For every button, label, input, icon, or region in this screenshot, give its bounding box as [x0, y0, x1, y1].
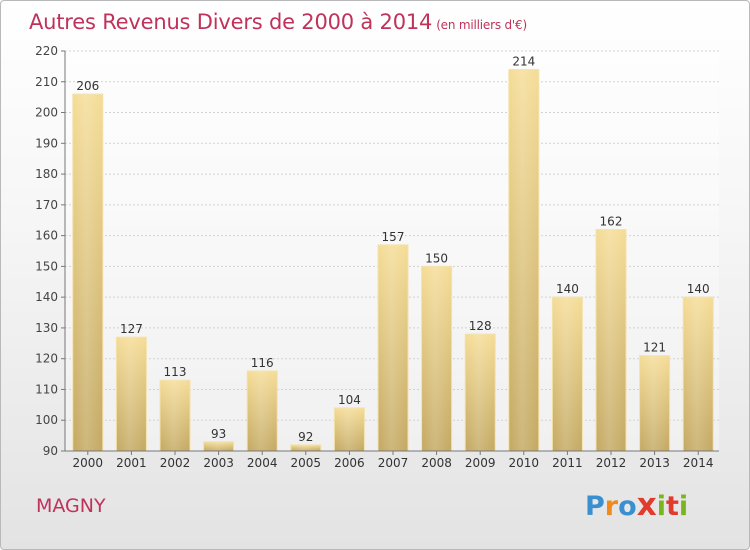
y-tick-label: 200 — [35, 106, 58, 120]
chart-subtitle: (en milliers d'€) — [436, 18, 527, 32]
location-label: MAGNY — [36, 495, 106, 517]
x-tick-label: 2011 — [552, 456, 583, 470]
bar-sheen — [596, 229, 626, 451]
data-label: 104 — [338, 393, 361, 407]
bar-sheen — [160, 380, 190, 451]
y-tick-label: 100 — [35, 413, 58, 427]
bar-sheen — [508, 69, 539, 451]
x-tick-label: 2003 — [203, 456, 234, 470]
bar-sheen — [552, 297, 583, 451]
data-label: 162 — [600, 214, 623, 228]
bar-sheen — [465, 334, 496, 451]
y-tick-label: 220 — [35, 44, 58, 58]
data-label: 214 — [512, 54, 535, 68]
x-tick-label: 2000 — [73, 456, 104, 470]
logo-letter: i — [656, 491, 666, 522]
x-tick-label: 2006 — [334, 456, 365, 470]
y-tick-label: 190 — [35, 136, 58, 150]
bar-sheen — [683, 297, 714, 451]
title-text: Autres Revenus Divers de 2000 à 2014 — [29, 10, 433, 34]
bar-sheen — [72, 94, 103, 452]
x-tick-label: 2002 — [160, 456, 191, 470]
data-label: 157 — [382, 230, 405, 244]
bar-sheen — [334, 407, 365, 451]
bars — [72, 68, 714, 452]
data-label: 127 — [120, 322, 143, 336]
bar-sheen — [378, 244, 408, 451]
logo-letter: i — [678, 491, 689, 522]
x-tick-label: 2014 — [683, 456, 714, 470]
logo-letter: t — [665, 491, 679, 522]
x-tick-label: 2013 — [639, 456, 670, 470]
chart-title: Autres Revenus Divers de 2000 à 2014 (en … — [29, 10, 527, 34]
proxiti-logo: Proxiti — [585, 487, 688, 523]
data-label: 140 — [556, 282, 579, 296]
data-label: 121 — [643, 341, 666, 355]
logo-letter: P — [585, 491, 605, 522]
y-tick-label: 210 — [35, 75, 58, 89]
y-tick-label: 130 — [35, 321, 58, 335]
bar-sheen — [247, 371, 278, 451]
bar-sheen — [421, 266, 452, 451]
bar-chart: 90 100 110 120 130 140 150 160 170 180 190 200 210 22… — [35, 44, 719, 470]
data-labels: 206 127 113 93 116 92 104 157 150 128 214 140 162 121… — [76, 54, 709, 443]
bar-sheen — [116, 337, 147, 451]
data-label: 113 — [164, 365, 187, 379]
data-label: 116 — [251, 356, 274, 370]
bar-sheen — [203, 441, 234, 451]
y-tick-label: 90 — [43, 444, 58, 458]
data-label: 140 — [687, 282, 710, 296]
y-tick-label: 170 — [35, 198, 58, 212]
x-tick-label: 2009 — [465, 456, 496, 470]
axes: 90 100 110 120 130 140 150 160 170 180 190 200 210 22… — [35, 44, 719, 470]
y-tick-label: 120 — [35, 352, 58, 366]
data-label: 93 — [211, 427, 226, 441]
x-tick-label: 2004 — [247, 456, 278, 470]
x-tick-label: 2008 — [421, 456, 452, 470]
bar-sheen — [639, 355, 670, 451]
logo-letter: o — [618, 491, 637, 522]
x-tick-label: 2007 — [378, 456, 409, 470]
x-tick-label: 2012 — [596, 456, 627, 470]
x-tick-label: 2005 — [291, 456, 322, 470]
y-tick-label: 180 — [35, 167, 58, 181]
x-tick-label: 2001 — [116, 456, 147, 470]
x-tick-label: 2010 — [509, 456, 540, 470]
bar-sheen — [290, 444, 321, 451]
y-tick-label: 140 — [35, 290, 58, 304]
y-tick-label: 110 — [35, 382, 58, 396]
data-label: 92 — [298, 430, 313, 444]
y-tick-label: 160 — [35, 229, 58, 243]
logo-letter: x — [636, 487, 657, 523]
data-label: 128 — [469, 319, 492, 333]
data-label: 150 — [425, 251, 448, 265]
y-tick-label: 150 — [35, 259, 58, 273]
logo-letter: r — [604, 491, 619, 522]
data-label: 206 — [76, 79, 99, 93]
